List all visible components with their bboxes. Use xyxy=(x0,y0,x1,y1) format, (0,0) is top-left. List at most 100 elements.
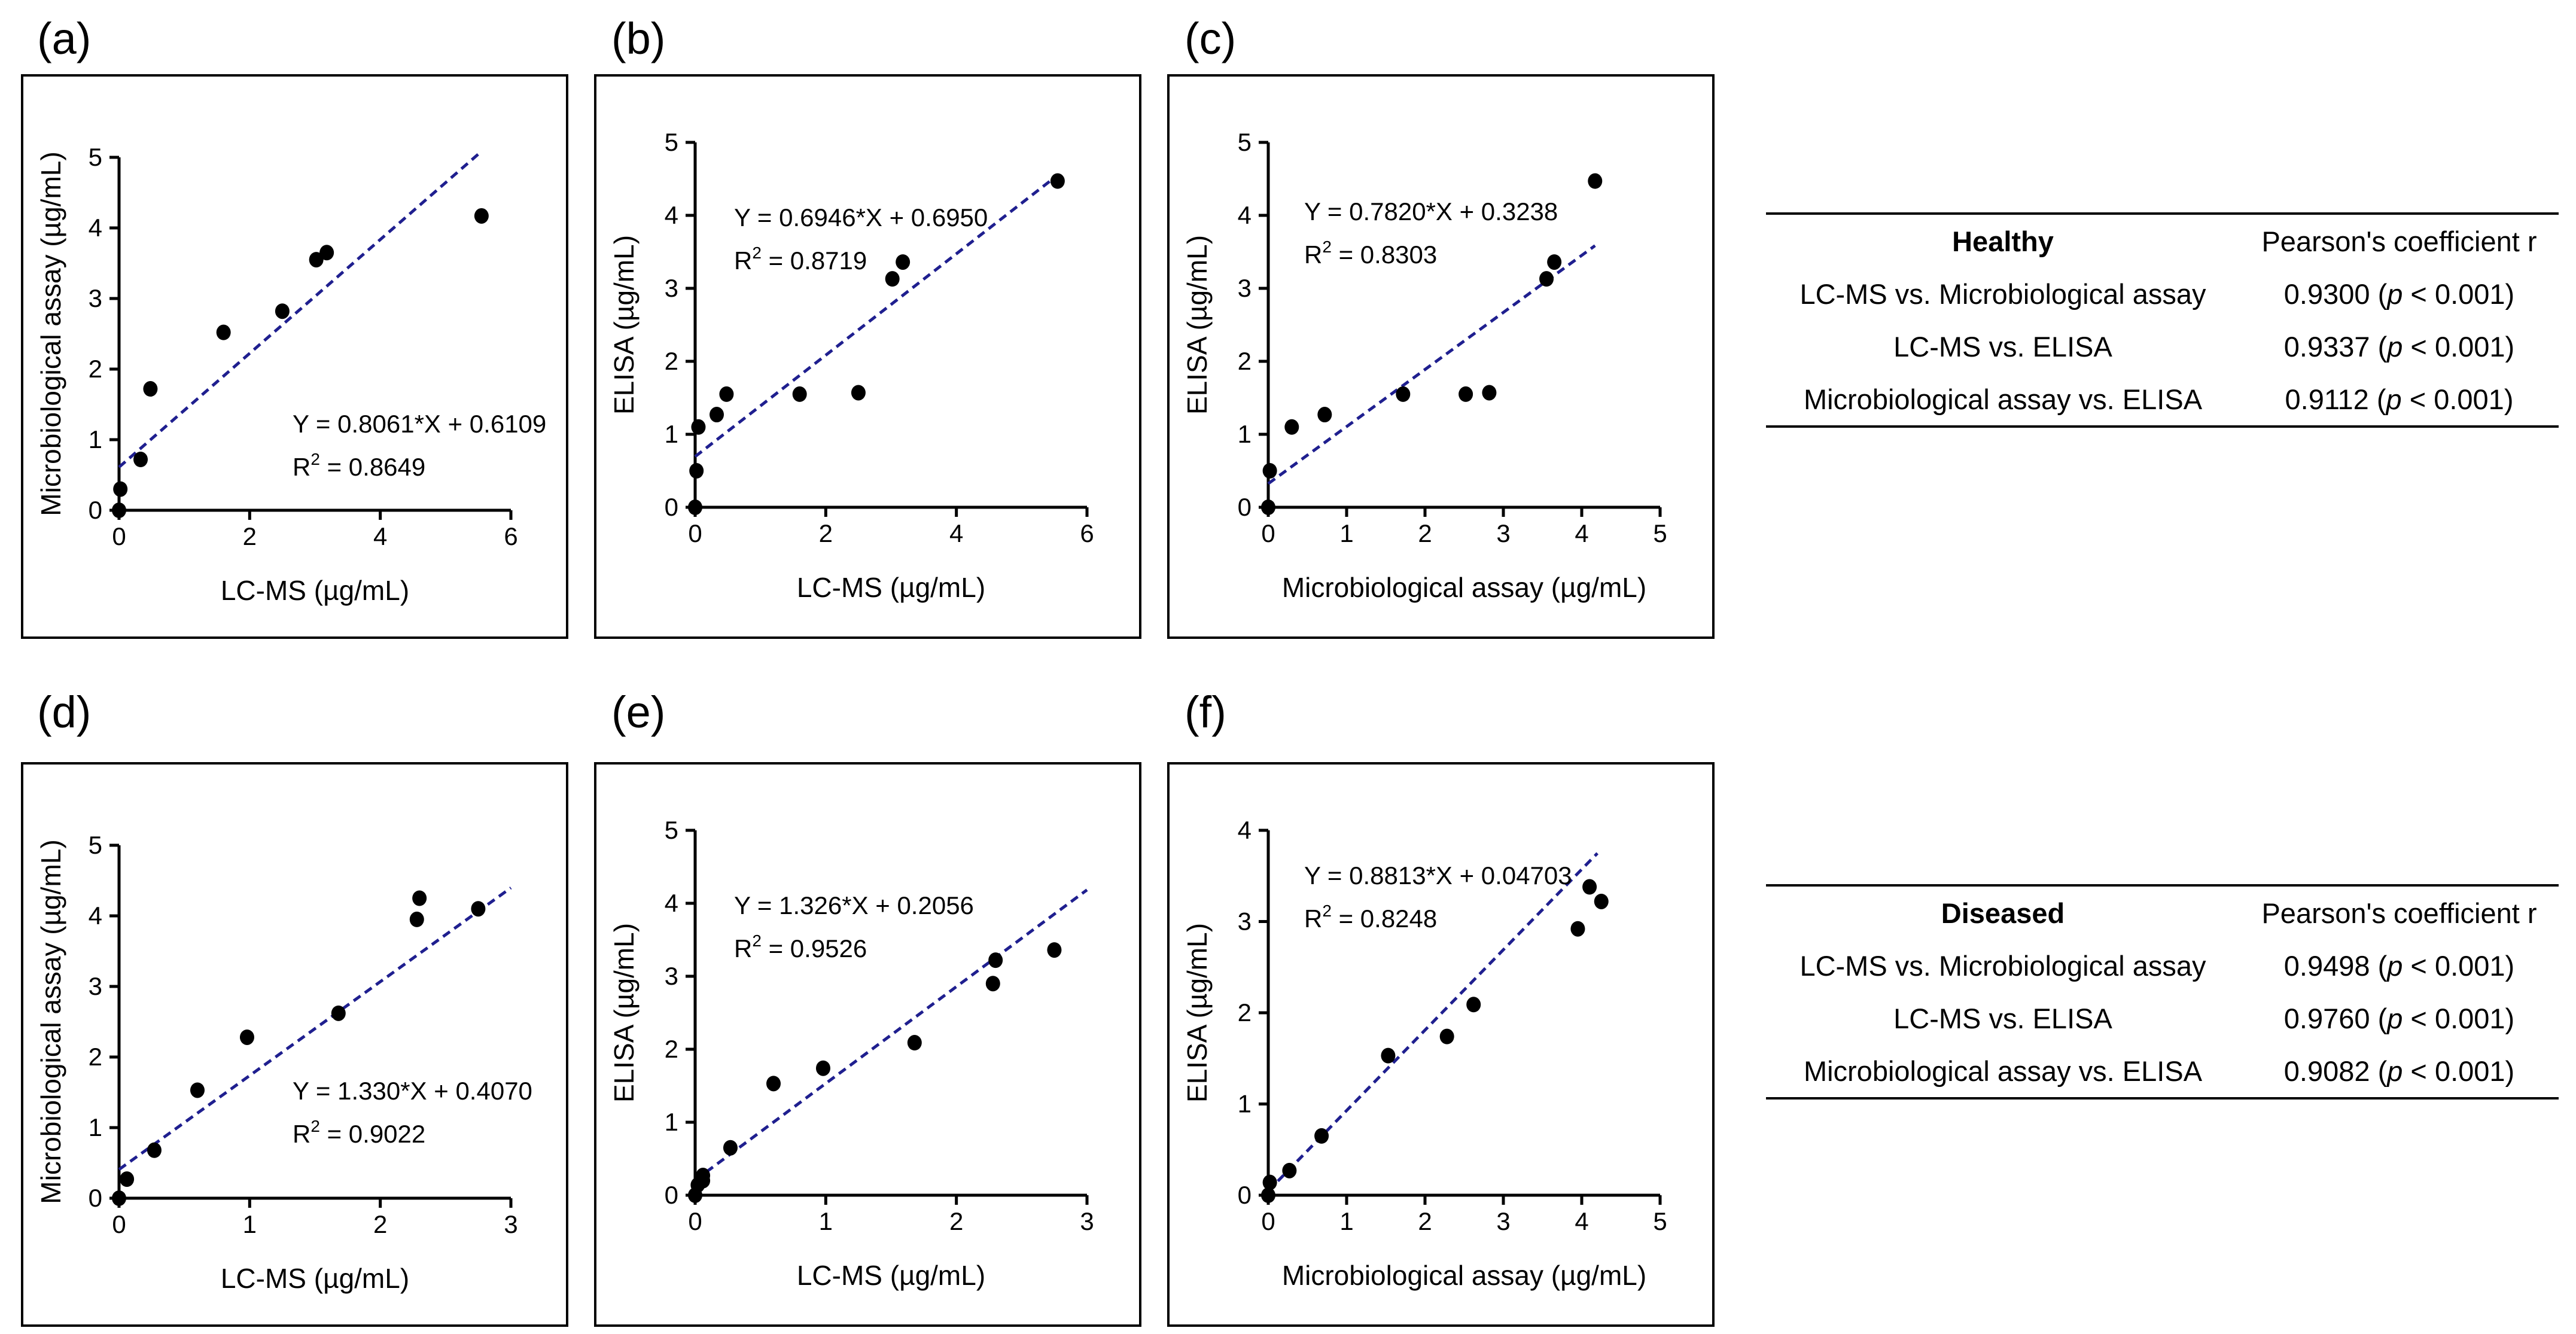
r-squared-value: = 0.8303 xyxy=(1332,240,1437,269)
table-row: LC-MS vs. Microbiological assay 0.9498 (… xyxy=(1766,939,2559,992)
x-tick-label: 2 xyxy=(243,522,257,550)
x-axis-label: LC-MS (µg/mL) xyxy=(221,1263,409,1294)
y-tick-label: 1 xyxy=(89,425,102,453)
y-tick-label: 2 xyxy=(89,355,102,383)
x-tick-label: 2 xyxy=(1418,1207,1432,1235)
y-tick-label: 3 xyxy=(1238,274,1252,302)
table-row: LC-MS vs. ELISA 0.9760 (p < 0.001) xyxy=(1766,992,2559,1044)
p-symbol: p xyxy=(2387,1002,2403,1034)
x-tick-label: 0 xyxy=(1261,519,1275,547)
data-point xyxy=(723,1140,738,1156)
data-point xyxy=(331,1005,346,1021)
data-point xyxy=(688,500,702,515)
r-squared-exponent: 2 xyxy=(752,243,762,262)
data-point xyxy=(471,901,486,917)
diseased-correlation-table: Diseased Pearson's coefficient r LC-MS v… xyxy=(1766,884,2559,1100)
x-axis-label: LC-MS (µg/mL) xyxy=(797,572,985,603)
data-point xyxy=(1582,879,1597,895)
r-squared-label: R2 = 0.9022 xyxy=(293,1117,425,1148)
x-axis-label: Microbiological assay (µg/mL) xyxy=(1282,1260,1646,1291)
y-tick-label: 4 xyxy=(1238,201,1252,229)
chart-panel-b: 0 2 4 6 0 1 2 3 4 5 LC-MS (µg/mL) ELISA (µg/mL) Y = … xyxy=(594,74,1141,639)
regression-line xyxy=(694,888,1088,1181)
data-point xyxy=(216,324,231,340)
comparison-label: LC-MS vs. ELISA xyxy=(1893,330,2112,363)
chart-panel-d: 0 1 2 3 0 1 2 3 4 5 LC-MS (µg/mL) Microbiological a… xyxy=(21,762,568,1327)
data-point xyxy=(1547,254,1562,270)
r-squared-exponent: 2 xyxy=(752,931,762,950)
r-value: 0.9300 ( xyxy=(2283,278,2388,310)
r-squared-exponent: 2 xyxy=(1322,237,1332,256)
x-tick-label: 4 xyxy=(1575,1207,1588,1235)
pearson-value: 0.9082 (p < 0.001) xyxy=(2240,1055,2559,1088)
p-symbol: p xyxy=(2387,1055,2403,1087)
x-tick-label: 2 xyxy=(819,519,833,547)
r-squared-exponent: 2 xyxy=(310,1117,320,1135)
comparison-label: Microbiological assay vs. ELISA xyxy=(1803,1055,2203,1087)
panel-letter-a: (a) xyxy=(37,14,92,63)
data-point xyxy=(1282,1162,1297,1178)
x-tick-label: 3 xyxy=(504,1210,517,1238)
r-squared-label: R2 = 0.8248 xyxy=(1304,901,1437,933)
y-tick-label: 1 xyxy=(665,1108,678,1136)
panel-letter-f: (f) xyxy=(1185,687,1226,737)
data-point xyxy=(1317,407,1332,423)
comparison-label: LC-MS vs. ELISA xyxy=(1893,1002,2112,1034)
panel-letter-c: (c) xyxy=(1185,14,1237,63)
y-tick-label: 0 xyxy=(665,493,678,521)
comparison-label: LC-MS vs. Microbiological assay xyxy=(1799,949,2206,982)
data-point xyxy=(1381,1047,1396,1064)
y-tick-label: 0 xyxy=(665,1181,678,1209)
data-point xyxy=(1261,500,1275,515)
p-symbol: p xyxy=(2387,949,2403,982)
data-point xyxy=(319,245,334,261)
r-value: 0.9112 ( xyxy=(2285,383,2386,415)
x-tick-label: 6 xyxy=(504,522,517,550)
p-value: < 0.001) xyxy=(2403,330,2515,363)
data-point xyxy=(1396,386,1411,402)
regression-equation: Y = 1.326*X + 0.2056 xyxy=(734,891,974,919)
r-value: 0.9760 ( xyxy=(2283,1002,2388,1034)
r-value: 0.9337 ( xyxy=(2283,330,2388,363)
data-point xyxy=(988,952,1003,968)
regression-line xyxy=(1267,852,1598,1192)
chart-panel-a: 0 2 4 6 0 1 2 3 4 5 LC-MS (µg/mL) Microbiological a… xyxy=(21,74,568,639)
data-point xyxy=(113,481,128,497)
table-header-row: Diseased Pearson's coefficient r xyxy=(1766,887,2559,939)
data-point xyxy=(275,303,290,319)
r-squared-value: = 0.9022 xyxy=(320,1120,425,1148)
x-tick-label: 2 xyxy=(949,1207,963,1235)
y-axis-label: ELISA (µg/mL) xyxy=(1182,235,1213,415)
y-tick-label: 0 xyxy=(89,496,102,524)
data-point xyxy=(1261,1187,1275,1203)
r-symbol: R xyxy=(1304,904,1322,933)
regression-equation: Y = 0.6946*X + 0.6950 xyxy=(734,203,988,232)
y-tick-label: 1 xyxy=(1238,1090,1252,1118)
data-point xyxy=(120,1171,135,1187)
data-point xyxy=(1262,1174,1277,1190)
p-value: < 0.001) xyxy=(2403,1055,2515,1087)
data-point xyxy=(792,386,807,402)
pearson-value: 0.9760 (p < 0.001) xyxy=(2240,1002,2559,1035)
p-value: < 0.001) xyxy=(2403,278,2515,310)
data-point xyxy=(1050,173,1065,189)
pearson-value: 0.9300 (p < 0.001) xyxy=(2240,278,2559,310)
x-tick-label: 0 xyxy=(688,1207,702,1235)
x-tick-label: 1 xyxy=(1339,519,1353,547)
r-squared-exponent: 2 xyxy=(1322,901,1332,920)
y-tick-label: 2 xyxy=(665,1035,678,1063)
data-point xyxy=(412,890,427,906)
data-point xyxy=(1262,463,1277,479)
table-row: Microbiological assay vs. ELISA 0.9082 (… xyxy=(1766,1044,2559,1097)
x-tick-label: 1 xyxy=(243,1210,257,1238)
y-tick-label: 2 xyxy=(89,1043,102,1071)
table-column-header: Pearson's coefficient r xyxy=(2261,897,2537,929)
regression-equation: Y = 0.7820*X + 0.3238 xyxy=(1304,197,1558,226)
y-tick-label: 5 xyxy=(665,816,678,844)
y-tick-label: 1 xyxy=(665,420,678,448)
regression-equation: Y = 0.8061*X + 0.6109 xyxy=(293,410,546,438)
r-symbol: R xyxy=(734,246,752,275)
r-squared-value: = 0.8248 xyxy=(1332,904,1437,933)
y-tick-label: 5 xyxy=(665,128,678,156)
data-point xyxy=(1458,386,1473,402)
